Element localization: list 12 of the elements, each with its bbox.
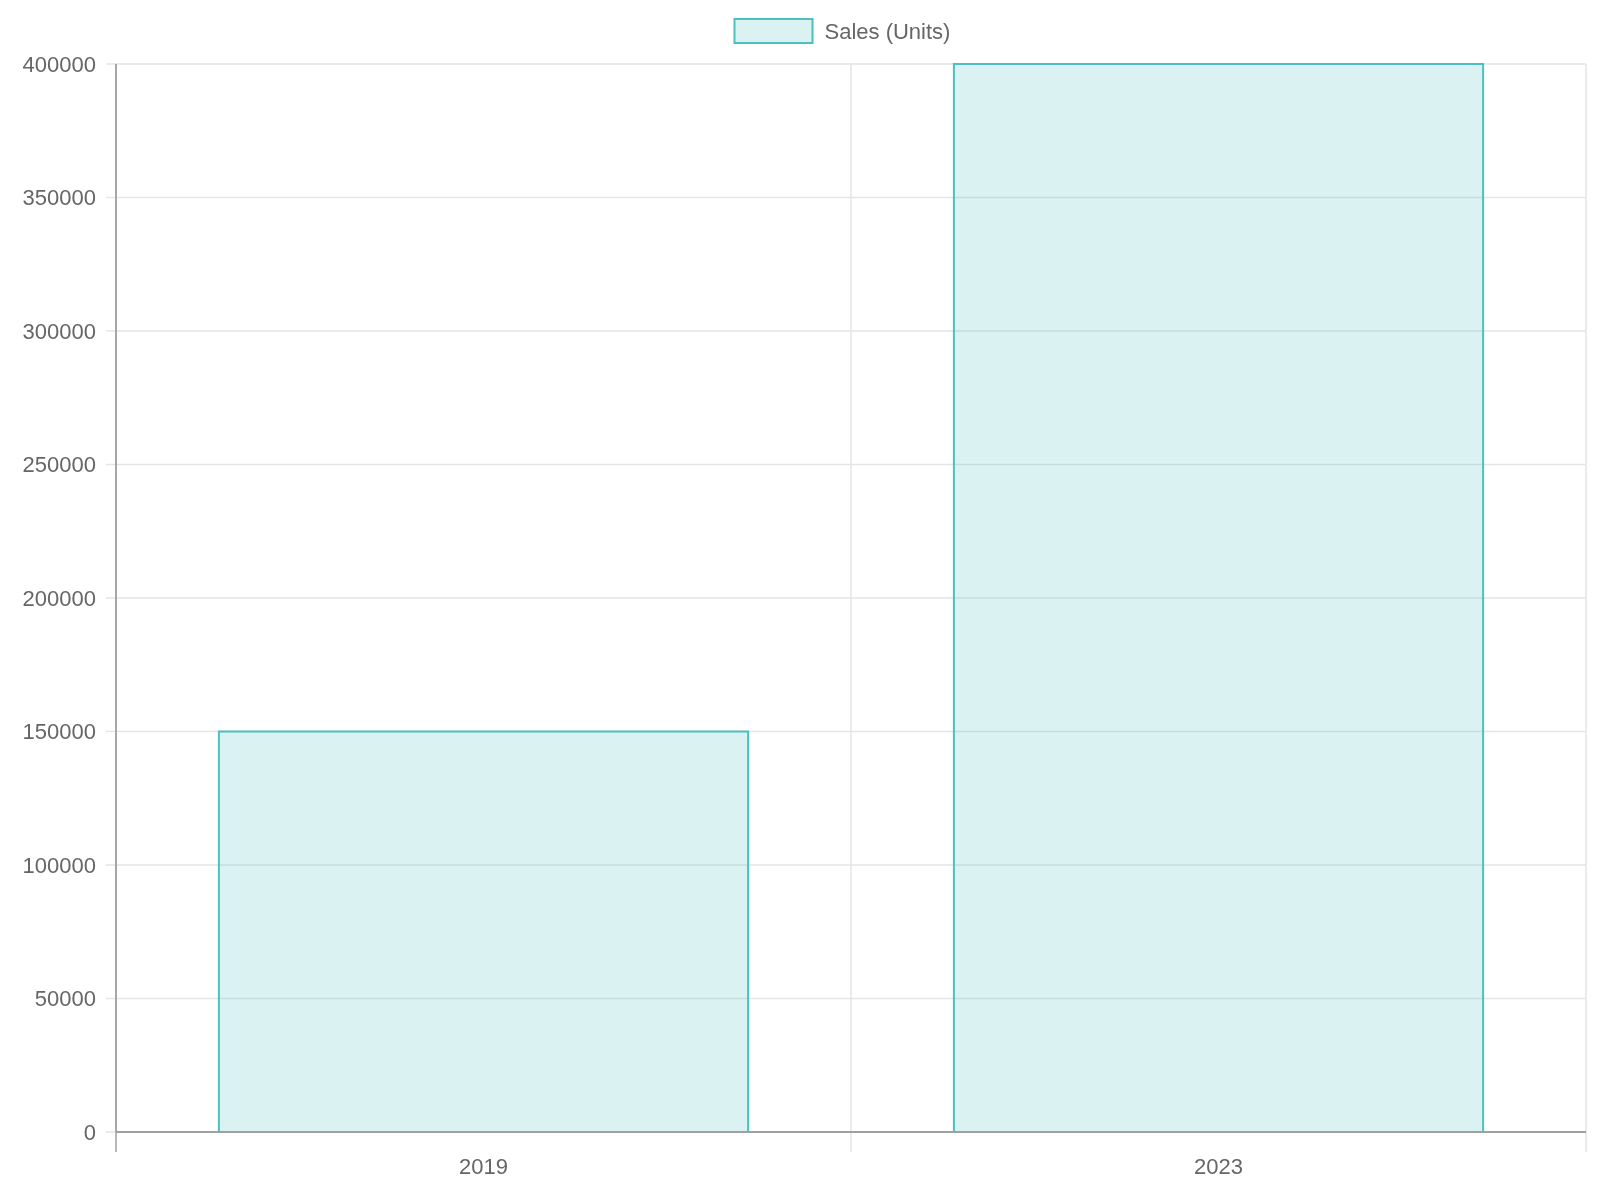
y-tick-label: 50000 (34, 986, 96, 1012)
y-tick-label: 200000 (22, 585, 96, 611)
y-tick-label: 100000 (22, 852, 96, 878)
y-tick-label: 300000 (22, 318, 96, 344)
x-tick-label: 2023 (1194, 1153, 1243, 1179)
y-tick-label: 250000 (22, 452, 96, 478)
y-tick-label: 0 (83, 1119, 96, 1145)
y-tick-label: 400000 (22, 51, 96, 77)
y-tick-label: 150000 (22, 719, 96, 745)
legend-label: Sales (Units) (824, 18, 951, 44)
x-tick-label: 2019 (459, 1153, 508, 1179)
y-tick-label: 350000 (22, 185, 96, 211)
